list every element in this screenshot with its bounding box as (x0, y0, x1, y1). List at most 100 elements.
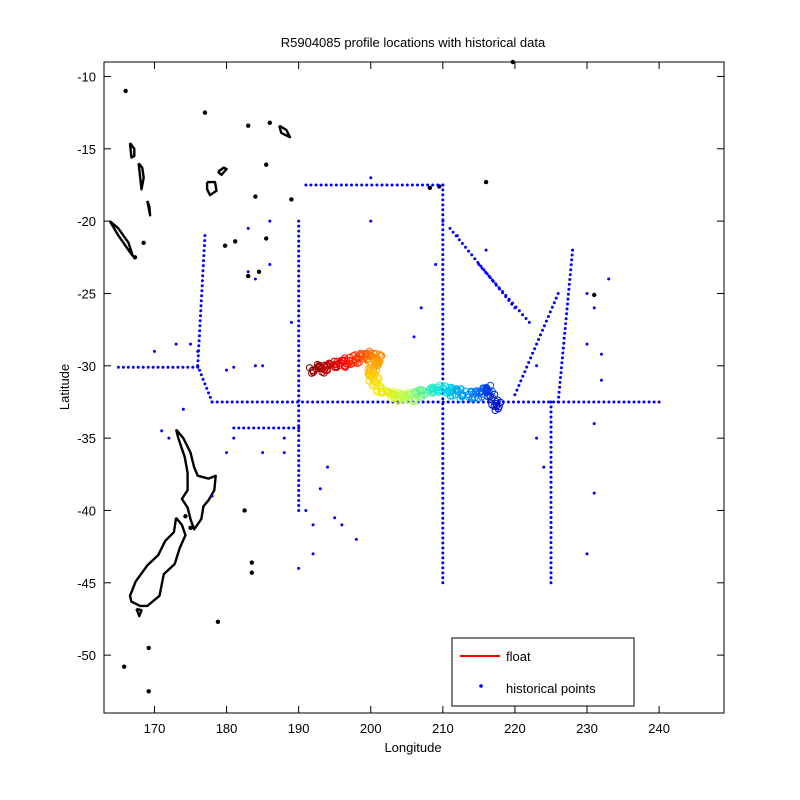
historical-point (370, 183, 374, 187)
historical-point (297, 419, 301, 423)
historical-point (549, 490, 553, 494)
historical-point (446, 400, 450, 404)
historical-point (390, 183, 394, 187)
historical-point (201, 264, 205, 268)
island-point (483, 179, 489, 185)
historical-point (549, 556, 553, 560)
historical-point (385, 183, 389, 187)
historical-point (297, 484, 301, 487)
historical-point (539, 333, 542, 337)
historical-point (441, 506, 445, 510)
historical-point (561, 346, 565, 350)
historical-point (532, 400, 536, 404)
historical-point (542, 465, 546, 469)
historical-point (282, 436, 286, 440)
float-profile-marker (309, 368, 318, 376)
historical-point (556, 400, 560, 404)
historical-point (186, 365, 190, 369)
historical-point (297, 244, 301, 248)
historical-point (585, 291, 589, 295)
historical-point (441, 491, 445, 495)
historical-point (297, 324, 301, 328)
historical-point (297, 434, 301, 438)
historical-point (297, 449, 301, 453)
historical-point (585, 552, 589, 556)
historical-point (559, 371, 563, 375)
historical-point (521, 374, 525, 378)
historical-point (549, 531, 553, 535)
historical-point (365, 183, 369, 187)
historical-point (558, 380, 562, 384)
historical-point (441, 367, 445, 371)
historical-point (570, 258, 574, 262)
historical-point (369, 176, 373, 180)
historical-point (441, 203, 445, 207)
historical-point (199, 373, 203, 377)
historical-point (210, 400, 214, 404)
historical-point (297, 494, 301, 497)
historical-point (564, 317, 568, 321)
historical-point (558, 385, 562, 389)
historical-point (549, 521, 553, 524)
historical-point (441, 541, 445, 545)
float-profile-marker (367, 359, 376, 368)
historical-point (354, 537, 358, 541)
y-tick-label: -15 (77, 142, 96, 157)
historical-point (557, 395, 561, 399)
historical-point (560, 356, 564, 360)
historical-point (441, 292, 445, 296)
historical-point (297, 264, 301, 268)
historical-point (292, 426, 296, 430)
historical-point (324, 183, 328, 187)
historical-point (652, 400, 656, 404)
historical-point (566, 292, 570, 296)
plot-frame (103, 61, 725, 714)
historical-point (309, 183, 313, 187)
historical-point (208, 395, 212, 399)
historical-point (297, 509, 301, 512)
historical-point (441, 486, 445, 490)
historical-point (563, 331, 567, 335)
island-point (121, 664, 127, 669)
historical-point (441, 268, 445, 271)
historical-point (441, 407, 445, 411)
historical-point (297, 469, 301, 473)
historical-point (355, 183, 359, 187)
historical-point (297, 379, 301, 383)
historical-point (297, 254, 301, 258)
historical-point (419, 306, 423, 310)
historical-point (410, 183, 414, 187)
historical-point (441, 347, 445, 351)
historical-point (270, 400, 274, 404)
coastline (174, 428, 217, 531)
historical-point (585, 342, 589, 346)
historical-point (205, 386, 209, 390)
historical-point (304, 508, 308, 512)
historical-point (319, 183, 323, 187)
historical-point (441, 571, 445, 575)
historical-point (225, 400, 229, 404)
historical-point (542, 324, 546, 328)
historical-point (441, 297, 445, 301)
coastline (108, 220, 135, 258)
historical-point (441, 561, 445, 565)
x-axis-title: Longitude (384, 740, 441, 755)
historical-point (369, 219, 373, 223)
historical-point (441, 278, 445, 281)
historical-point (291, 400, 294, 404)
historical-point (282, 426, 286, 430)
historical-point (441, 238, 445, 242)
historical-point (441, 481, 445, 485)
historical-point (297, 459, 301, 463)
historical-point (351, 400, 355, 404)
island-point (253, 194, 258, 199)
historical-point (262, 426, 266, 430)
historical-point (306, 400, 310, 404)
historical-point (457, 238, 461, 242)
historical-point (297, 234, 301, 238)
float-profile-marker (454, 386, 462, 394)
historical-point (549, 536, 553, 540)
historical-point (441, 253, 445, 257)
historical-point (642, 400, 646, 404)
